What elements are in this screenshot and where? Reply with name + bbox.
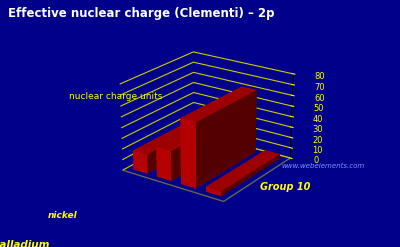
Text: Effective nuclear charge (Clementi) – 2p: Effective nuclear charge (Clementi) – 2p	[8, 7, 274, 21]
